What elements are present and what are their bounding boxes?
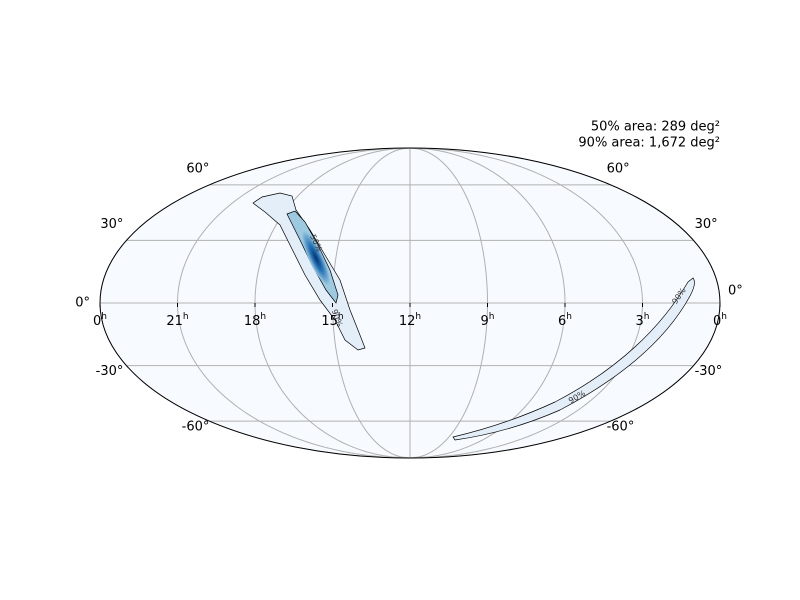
ra-tick-label: 0h [713, 312, 727, 329]
probability-region [252, 192, 695, 441]
contour-90-north [252, 192, 366, 351]
area-annotation: 50% area: 289 deg² [591, 120, 720, 135]
ra-tick-label: 0h [93, 312, 107, 329]
dec-tick-label: 0° [728, 284, 743, 299]
ra-tick-value: 3 [636, 314, 644, 329]
ra-tick-value: 0 [93, 314, 101, 329]
ra-tick-unit: h [415, 312, 421, 322]
ra-tick-unit: h [566, 312, 572, 322]
ra-tick-value: 9 [481, 314, 489, 329]
ra-tick-label: 18h [244, 312, 266, 329]
dec-tick-label: 60° [186, 161, 209, 176]
contour-90-south [452, 277, 695, 441]
ra-tick-label: 3h [636, 312, 650, 329]
ra-tick-unit: h [721, 312, 727, 322]
ra-tick-label: 6h [558, 312, 572, 329]
area-annotation: 90% area: 1,672 deg² [578, 136, 720, 151]
ra-tick-label: 9h [481, 312, 495, 329]
dec-tick-label: -60° [607, 420, 635, 435]
ra-tick-unit: h [101, 312, 107, 322]
ra-tick-unit: h [338, 312, 344, 322]
dec-tick-label: 60° [607, 161, 630, 176]
ra-tick-value: 21 [166, 314, 183, 329]
dec-tick-label: -30° [695, 364, 723, 379]
dec-tick-label: -60° [182, 420, 210, 435]
ra-tick-label: 21h [166, 312, 188, 329]
dec-tick-label: 30° [100, 217, 123, 232]
dec-tick-label: 30° [695, 217, 718, 232]
ra-tick-label: 15h [321, 312, 343, 329]
ra-tick-value: 18 [244, 314, 261, 329]
ra-tick-value: 12 [399, 314, 416, 329]
ra-tick-unit: h [644, 312, 650, 322]
ra-tick-unit: h [183, 312, 189, 322]
probability-core [301, 230, 331, 286]
ra-tick-value: 0 [713, 314, 721, 329]
ra-tick-value: 6 [558, 314, 566, 329]
dec-tick-label: -30° [96, 364, 124, 379]
ra-tick-unit: h [489, 312, 495, 322]
ra-tick-unit: h [260, 312, 266, 322]
ra-tick-label: 12h [399, 312, 421, 329]
ra-tick-value: 15 [321, 314, 338, 329]
dec-tick-label: 0° [75, 296, 90, 311]
